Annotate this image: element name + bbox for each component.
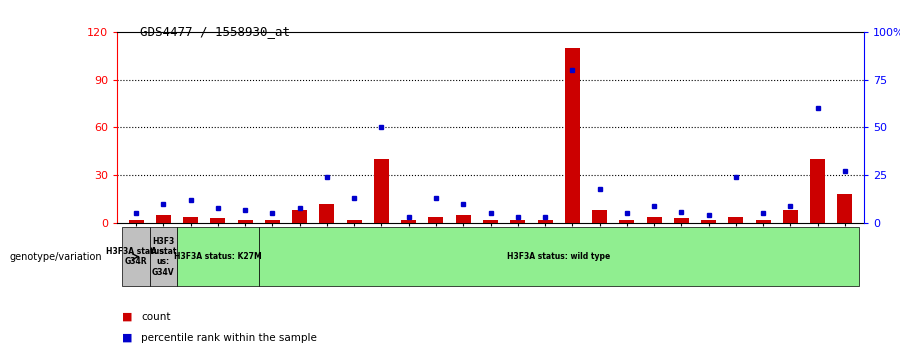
Bar [238,220,253,223]
Bar [646,217,662,223]
Bar [183,217,198,223]
Bar [211,218,225,223]
Bar [265,220,280,223]
Bar [728,217,743,223]
Bar [783,210,798,223]
Bar [483,220,498,223]
Text: ■: ■ [122,333,132,343]
Bar [455,215,471,223]
Bar [592,210,607,223]
Bar [320,204,335,223]
Bar [374,159,389,223]
Bar [537,220,553,223]
Bar [674,218,688,223]
Bar [701,220,716,223]
Bar [156,215,171,223]
Text: H3F3A status: K27M: H3F3A status: K27M [174,252,262,261]
Bar [837,194,852,223]
FancyBboxPatch shape [122,227,149,286]
Bar [510,220,526,223]
Bar [129,220,144,223]
Text: ■: ■ [122,312,132,322]
Bar [810,159,825,223]
FancyBboxPatch shape [177,227,259,286]
Text: count: count [141,312,171,322]
Text: GDS4477 / 1558930_at: GDS4477 / 1558930_at [140,25,290,38]
Bar [756,220,770,223]
Bar [619,220,634,223]
Text: H3F3A status:
G34R: H3F3A status: G34R [105,247,166,266]
Bar [401,220,416,223]
Text: H3F3
A stat
us:
G34V: H3F3 A stat us: G34V [150,236,176,277]
Text: H3F3A status: wild type: H3F3A status: wild type [507,252,610,261]
Bar [428,217,444,223]
Text: genotype/variation: genotype/variation [9,252,102,262]
FancyBboxPatch shape [259,227,859,286]
Bar [292,210,307,223]
FancyBboxPatch shape [149,227,177,286]
Text: percentile rank within the sample: percentile rank within the sample [141,333,317,343]
Bar [346,220,362,223]
Bar [565,48,580,223]
